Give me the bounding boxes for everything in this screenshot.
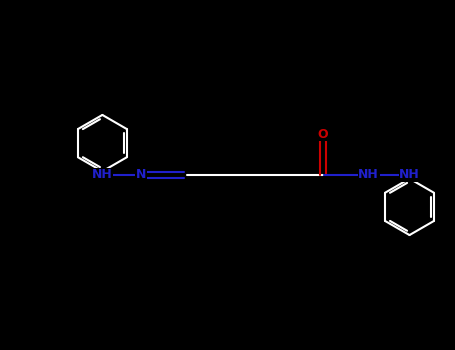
Text: O: O — [318, 127, 329, 141]
Text: NH: NH — [399, 168, 420, 182]
Text: N: N — [136, 168, 146, 182]
Text: NH: NH — [92, 168, 113, 182]
Text: NH: NH — [358, 168, 379, 182]
